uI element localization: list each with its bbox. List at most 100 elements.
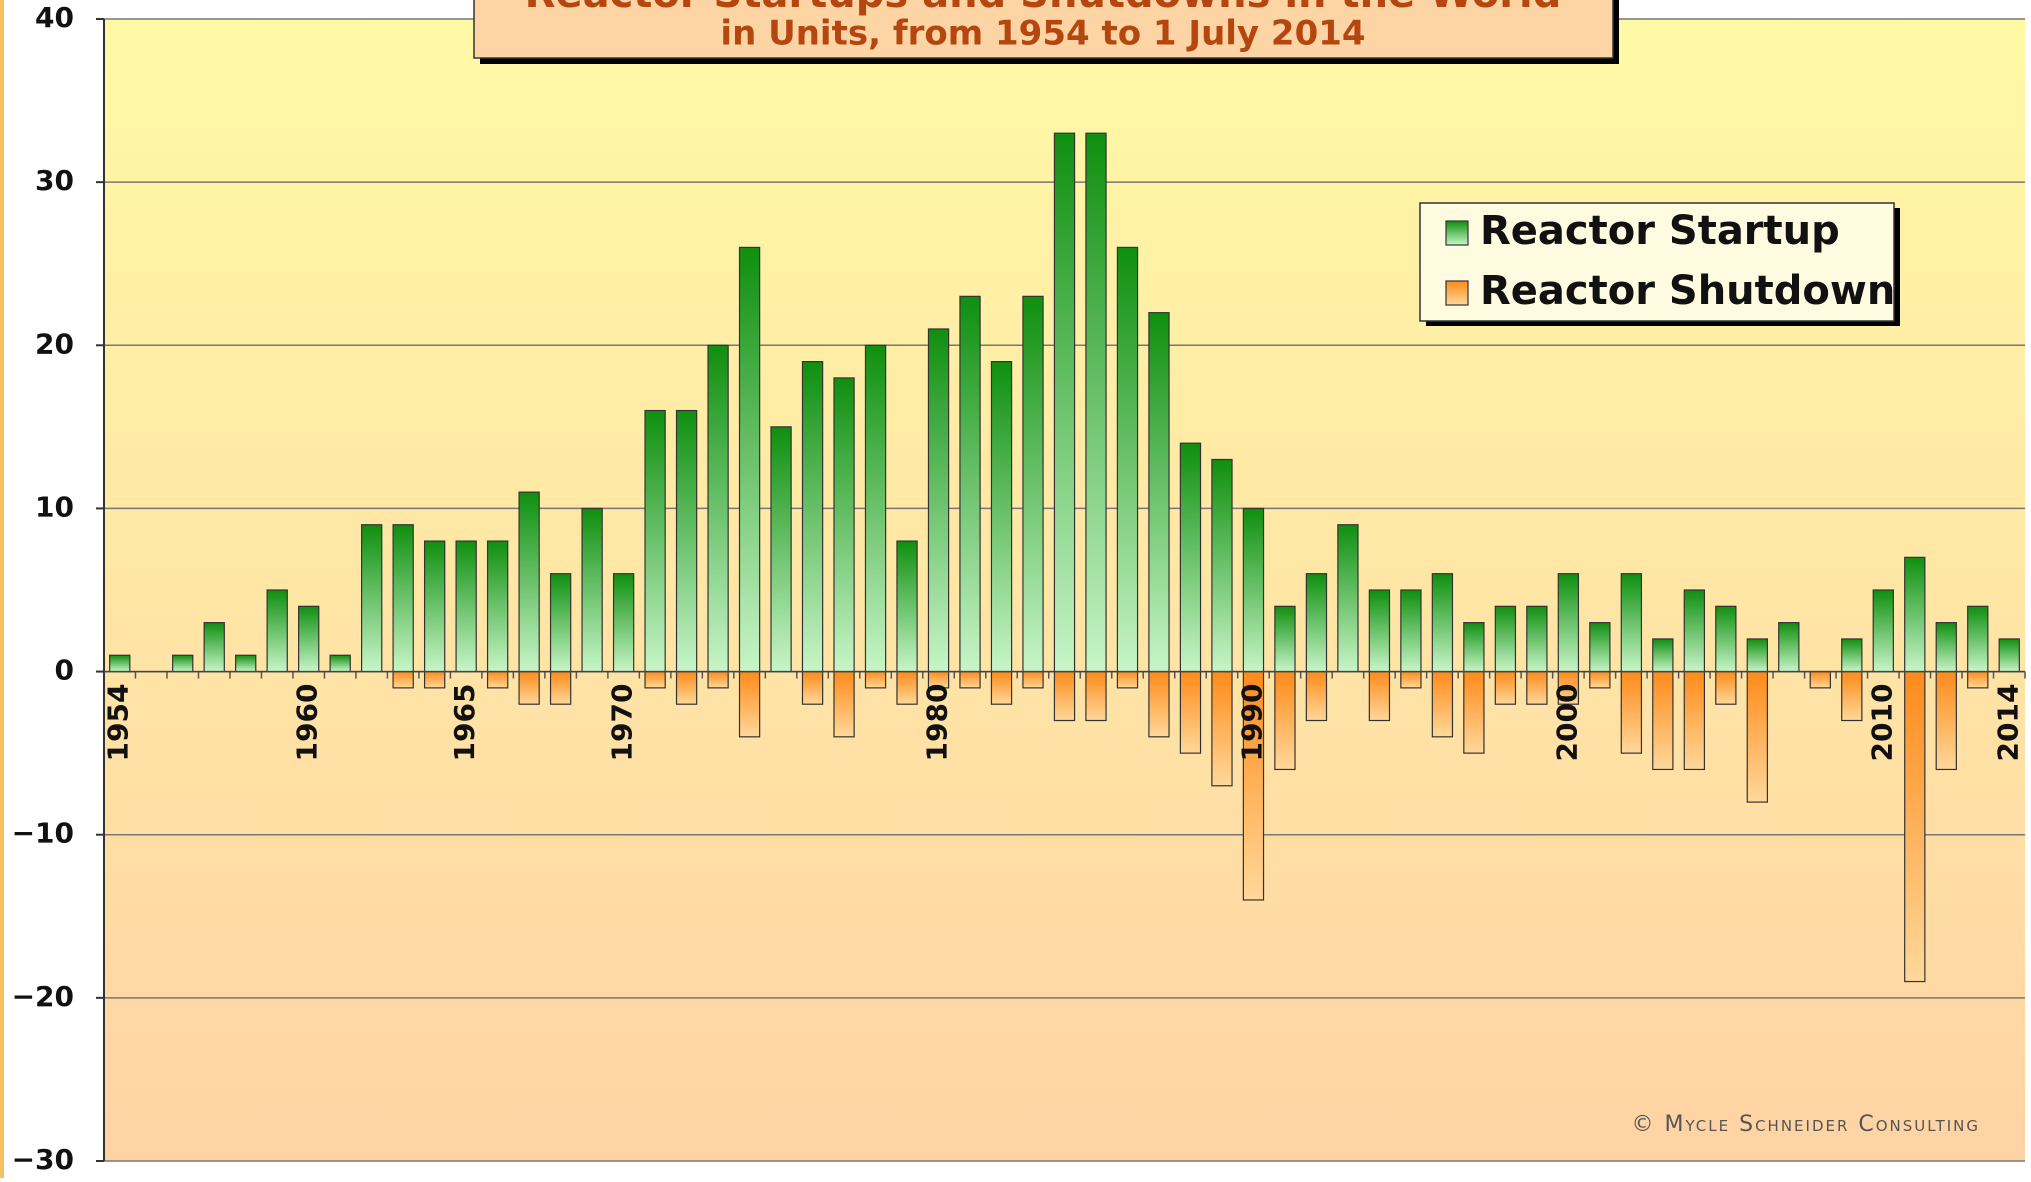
y-tick-label: 0 [55, 654, 74, 687]
bar [1967, 670, 1989, 689]
bar [1935, 622, 1957, 673]
bar [518, 670, 540, 705]
x-tick-label: 1980 [921, 684, 954, 762]
bar [1494, 670, 1517, 705]
legend-label: Reactor Shutdown [1480, 268, 1895, 314]
bar [896, 670, 918, 705]
bar [172, 654, 194, 673]
bar [707, 344, 729, 673]
bar [675, 670, 698, 705]
bar [1841, 670, 1863, 722]
bar [1022, 670, 1044, 689]
bar [1305, 670, 1328, 722]
y-tick-label: −30 [12, 1143, 74, 1176]
bar [1368, 670, 1391, 722]
bar [1400, 670, 1422, 689]
bar [1085, 132, 1107, 673]
bar [1589, 622, 1611, 673]
bar [1463, 670, 1485, 754]
x-tick-label: 2000 [1550, 684, 1583, 762]
bar [1620, 670, 1643, 754]
bar [1967, 605, 1989, 673]
bar [423, 540, 446, 673]
title-box [473, 0, 1614, 59]
y-tick-label: 20 [35, 327, 74, 360]
bar [1620, 573, 1643, 673]
bar [1589, 670, 1611, 689]
bar [864, 670, 887, 689]
bar [486, 540, 509, 673]
bar [1368, 589, 1391, 673]
bar [266, 589, 288, 673]
bar [298, 605, 320, 673]
chart-title: Reactor Startups and Shutdowns in the Wo… [525, 0, 1562, 17]
bar [1809, 670, 1831, 689]
x-tick-label: 1970 [606, 684, 639, 762]
bar [1211, 458, 1233, 673]
bar [329, 654, 351, 673]
bar [1400, 589, 1422, 673]
bar [1179, 670, 1202, 754]
bar [801, 670, 824, 705]
bar [959, 670, 981, 689]
bar [1872, 589, 1894, 673]
legend-swatch [1445, 280, 1469, 306]
bar [1053, 132, 1076, 673]
bar [1116, 246, 1139, 673]
bar [549, 670, 572, 705]
legend-box [1419, 202, 1895, 322]
bar [1715, 670, 1737, 705]
bar [392, 670, 414, 689]
bar [581, 507, 603, 673]
bar [1526, 605, 1548, 673]
bar [1652, 670, 1674, 771]
bar [644, 670, 666, 689]
bar [1683, 589, 1706, 673]
y-tick-label: 10 [35, 490, 74, 523]
bar [549, 573, 572, 673]
edge-strip [0, 0, 4, 1178]
bar [1085, 670, 1107, 722]
bar [770, 426, 792, 673]
bar [1526, 670, 1548, 705]
legend-swatch [1445, 220, 1469, 246]
bar [1904, 670, 1926, 983]
bar [1746, 670, 1768, 803]
bar [392, 524, 414, 673]
bar [864, 344, 887, 673]
bar [1841, 638, 1863, 673]
bar [1274, 670, 1296, 771]
bar [612, 573, 635, 673]
bar [990, 361, 1013, 673]
bar [1116, 670, 1139, 689]
bar [675, 409, 698, 673]
bar [1715, 605, 1737, 673]
bar [1494, 605, 1517, 673]
bar [801, 361, 824, 673]
bar [896, 540, 918, 673]
bar [235, 654, 257, 673]
bar [1274, 605, 1296, 673]
x-tick-label: 1954 [102, 684, 135, 762]
bar [1305, 573, 1328, 673]
bar [1652, 638, 1674, 673]
legend-label: Reactor Startup [1480, 208, 1840, 254]
bar [990, 670, 1013, 705]
bar [203, 622, 225, 673]
y-tick-label: −20 [12, 980, 74, 1013]
x-tick-label: 1990 [1235, 684, 1268, 762]
bar [1746, 638, 1768, 673]
bar [1431, 573, 1454, 673]
bar [833, 377, 855, 673]
bar [423, 670, 446, 689]
bar [361, 524, 383, 673]
bar [109, 654, 131, 673]
bar [1179, 442, 1202, 673]
bar [486, 670, 509, 689]
bar [1148, 312, 1170, 673]
bar [738, 246, 761, 673]
bar [738, 670, 761, 738]
bar [1148, 670, 1170, 738]
y-tick-label: −10 [12, 817, 74, 850]
